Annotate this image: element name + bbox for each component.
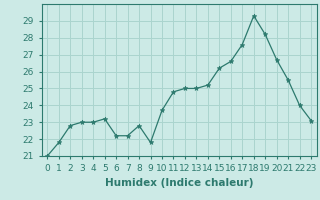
X-axis label: Humidex (Indice chaleur): Humidex (Indice chaleur) [105,178,253,188]
